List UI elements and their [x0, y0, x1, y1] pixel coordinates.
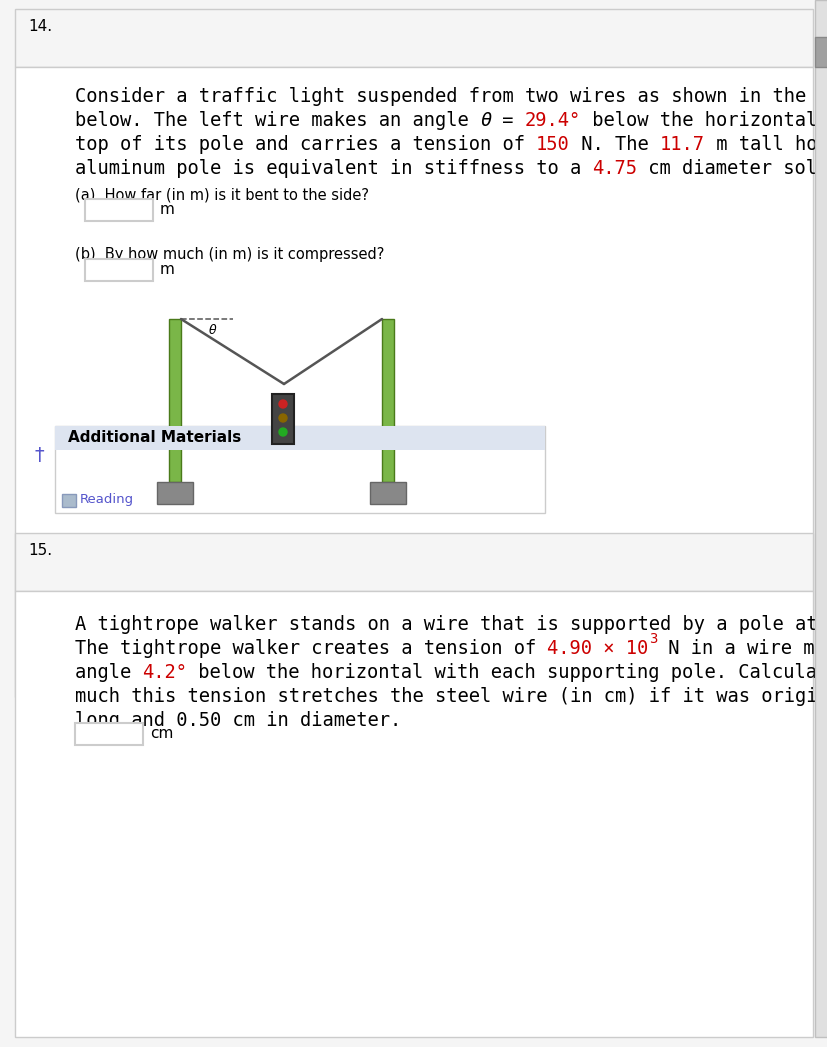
Bar — [814, 37, 827, 67]
Text: (a)  How far (in m) is it bent to the side?: (a) How far (in m) is it bent to the sid… — [75, 187, 369, 202]
Text: =: = — [490, 111, 524, 130]
Text: θ: θ — [208, 324, 217, 337]
Text: long and 0.50 cm in diameter.: long and 0.50 cm in diameter. — [75, 711, 401, 730]
Text: below the horizontal with the: below the horizontal with the — [581, 111, 827, 130]
Bar — [15, 591, 812, 1037]
Text: cm diameter solid cylinder.: cm diameter solid cylinder. — [637, 159, 827, 178]
Text: m: m — [160, 201, 174, 217]
Text: 29.4°: 29.4° — [524, 111, 581, 130]
Text: below. The left wire makes an angle: below. The left wire makes an angle — [75, 111, 480, 130]
Circle shape — [279, 414, 287, 422]
Text: 4.90 × 10: 4.90 × 10 — [547, 639, 648, 658]
Text: N in a wire making an: N in a wire making an — [657, 639, 827, 658]
Text: 4.2°: 4.2° — [142, 663, 187, 682]
Text: A tightrope walker stands on a wire that is supported by a pole at each end.: A tightrope walker stands on a wire that… — [75, 615, 827, 634]
Bar — [85, 259, 153, 281]
Bar — [272, 394, 294, 444]
Bar — [157, 482, 193, 504]
Text: top of its pole and carries a tension of: top of its pole and carries a tension of — [75, 135, 536, 154]
Bar — [15, 9, 812, 67]
Text: below the horizontal with each supporting pole. Calculate how: below the horizontal with each supportin… — [187, 663, 827, 682]
Bar — [370, 482, 405, 504]
Text: 3: 3 — [648, 632, 657, 646]
Text: The tightrope walker creates a tension of: The tightrope walker creates a tension o… — [75, 639, 547, 658]
Text: †: † — [35, 446, 45, 465]
Circle shape — [279, 428, 287, 436]
Bar — [55, 426, 544, 450]
Text: much this tension stretches the steel wire (in cm) if it was originally: much this tension stretches the steel wi… — [75, 687, 827, 706]
Text: (b)  By how much (in m) is it compressed?: (b) By how much (in m) is it compressed? — [75, 247, 384, 262]
Text: 11.7: 11.7 — [659, 135, 704, 154]
Text: 4.75: 4.75 — [592, 159, 637, 178]
Text: N. The: N. The — [569, 135, 659, 154]
Bar — [62, 494, 76, 507]
Bar — [381, 319, 394, 482]
Text: θ: θ — [480, 111, 490, 130]
Text: 14.: 14. — [28, 19, 52, 34]
Bar — [85, 199, 153, 221]
Bar — [55, 426, 544, 513]
Bar — [15, 67, 812, 697]
Text: Reading: Reading — [80, 493, 134, 507]
Circle shape — [279, 400, 287, 408]
Text: Additional Materials: Additional Materials — [68, 430, 241, 446]
Text: 150: 150 — [536, 135, 569, 154]
Text: 15.: 15. — [28, 543, 52, 558]
Text: cm: cm — [150, 726, 173, 740]
Text: angle: angle — [75, 663, 142, 682]
Text: Consider a traffic light suspended from two wires as shown in the figure: Consider a traffic light suspended from … — [75, 87, 827, 106]
Text: m: m — [160, 262, 174, 276]
Bar — [15, 533, 812, 591]
Bar — [75, 723, 143, 745]
Bar — [814, 0, 827, 1037]
Text: aluminum pole is equivalent in stiffness to a: aluminum pole is equivalent in stiffness… — [75, 159, 592, 178]
Bar — [169, 319, 181, 482]
Text: m tall hollow: m tall hollow — [704, 135, 827, 154]
